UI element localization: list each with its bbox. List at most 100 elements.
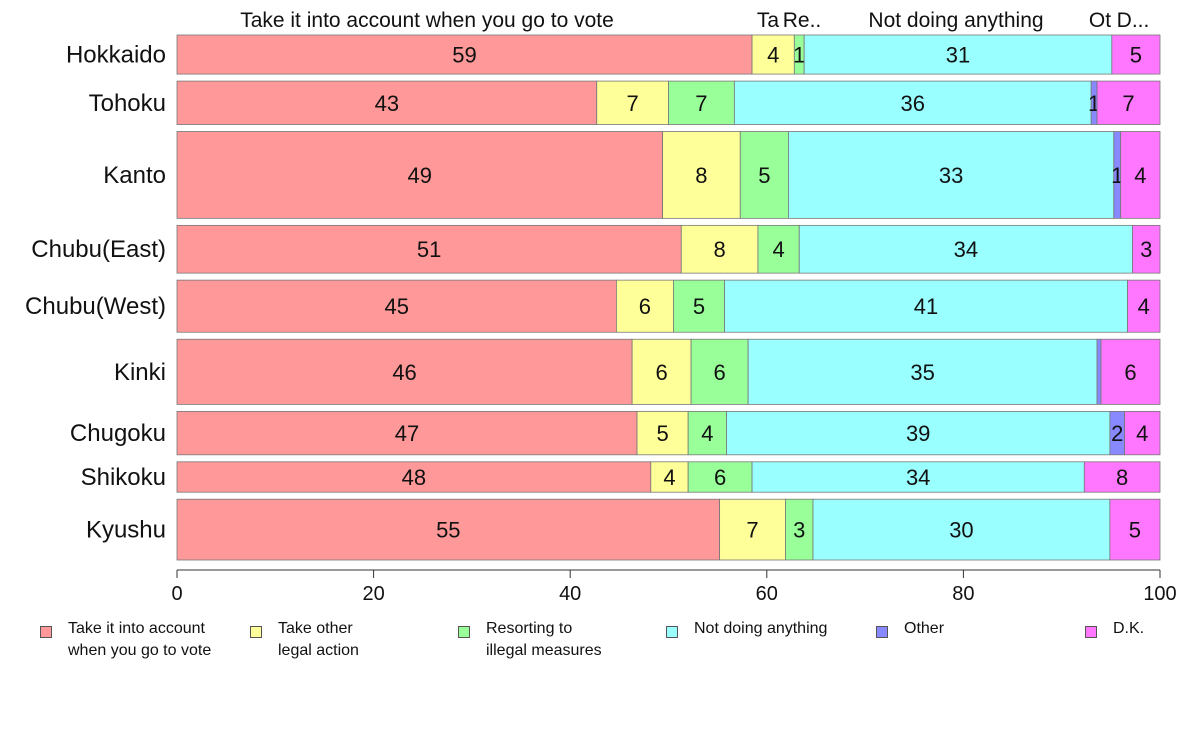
bar-kinki-other — [1096, 338, 1102, 405]
x-tick-label-60: 60 — [756, 583, 778, 605]
data-label-kanto-take-other-legal-action: 8 — [695, 163, 707, 188]
data-label-shikoku-not-doing-anything: 34 — [906, 465, 930, 490]
bar-shikoku-take-other-legal-action — [650, 461, 689, 493]
bar-tohoku-resorting-to-illegal-measures — [668, 80, 735, 125]
series-top-label-other: Ot — [1089, 9, 1111, 32]
data-label-kinki-take-it-into-account-when-you-go-to-vote: 46 — [392, 360, 416, 385]
bar-kyushu-take-it-into-account-when-you-go-to-vote — [176, 498, 721, 561]
data-label-chubu-east-take-it-into-account-when-you-go-to-vote: 51 — [417, 237, 441, 262]
legend-item-d-k: D.K. — [1085, 618, 1144, 640]
data-label-kyushu-not-doing-anything: 30 — [949, 518, 973, 543]
data-label-chubu-west-take-it-into-account-when-you-go-to-vote: 45 — [384, 294, 408, 319]
data-label-chubu-west-take-other-legal-action: 6 — [639, 294, 651, 319]
data-label-chubu-east-take-other-legal-action: 8 — [713, 237, 725, 262]
legend-item-resorting-to-illegal-measures: Resorting to illegal measures — [458, 618, 602, 662]
category-label-tohoku: Tohoku — [89, 90, 166, 117]
bar-kyushu-take-other-legal-action — [719, 498, 786, 561]
x-tick-label-40: 40 — [559, 583, 581, 605]
bar-chubu-east-take-other-legal-action — [680, 224, 759, 274]
data-label-kanto-not-doing-anything: 33 — [939, 163, 963, 188]
bar-chubu-west-take-it-into-account-when-you-go-to-vote — [176, 279, 617, 333]
data-label-tohoku-resorting-to-illegal-measures: 7 — [695, 91, 707, 116]
category-label-kanto: Kanto — [103, 162, 166, 189]
data-label-kyushu-d-k: 5 — [1129, 518, 1141, 543]
bar-kinki-not-doing-anything — [747, 338, 1098, 405]
bar-shikoku-d-k — [1083, 461, 1161, 493]
data-label-kinki-d-k: 6 — [1124, 360, 1136, 385]
data-label-hokkaido-take-it-into-account-when-you-go-to-vote: 59 — [452, 43, 476, 68]
bar-tohoku-take-it-into-account-when-you-go-to-vote — [176, 80, 598, 125]
bar-chubu-east-resorting-to-illegal-measures — [757, 224, 800, 274]
data-label-kinki-resorting-to-illegal-measures: 6 — [713, 360, 725, 385]
data-label-shikoku-resorting-to-illegal-measures: 6 — [714, 465, 726, 490]
data-label-kanto-d-k: 4 — [1134, 163, 1146, 188]
chart-legend: Take it into account when you go to vote… — [0, 618, 1188, 678]
category-label-kyushu: Kyushu — [86, 517, 166, 544]
bar-hokkaido-not-doing-anything — [803, 34, 1113, 75]
bar-kanto-take-it-into-account-when-you-go-to-vote — [176, 131, 664, 219]
data-label-hokkaido-d-k: 5 — [1130, 43, 1142, 68]
data-label-kanto-resorting-to-illegal-measures: 5 — [758, 163, 770, 188]
legend-item-other: Other — [876, 618, 944, 640]
bar-tohoku-not-doing-anything — [733, 80, 1092, 125]
bar-chubu-west-take-other-legal-action — [616, 279, 674, 333]
data-label-tohoku-take-other-legal-action: 7 — [626, 91, 638, 116]
data-label-tohoku-take-it-into-account-when-you-go-to-vote: 43 — [375, 91, 399, 116]
legend-item-not-doing-anything: Not doing anything — [666, 618, 827, 640]
series-top-label-resorting-to-illegal-measures: Re.. — [783, 9, 822, 32]
data-label-chubu-west-d-k: 4 — [1138, 294, 1150, 319]
data-label-chugoku-take-it-into-account-when-you-go-to-vote: 47 — [395, 421, 419, 446]
data-label-kyushu-take-other-legal-action: 7 — [746, 518, 758, 543]
legend-swatch-d-k — [1085, 626, 1097, 638]
legend-item-take-other-legal-action: Take other legal action — [250, 618, 359, 662]
data-label-chugoku-not-doing-anything: 39 — [906, 421, 930, 446]
bar-chubu-west-not-doing-anything — [724, 279, 1128, 333]
x-tick-label-100: 100 — [1143, 583, 1176, 605]
data-label-chugoku-d-k: 4 — [1136, 421, 1148, 446]
legend-label-d-k: D.K. — [1113, 620, 1145, 637]
bar-kinki-take-it-into-account-when-you-go-to-vote — [176, 338, 633, 405]
bar-kanto-take-other-legal-action — [662, 131, 741, 219]
bar-tohoku-d-k — [1096, 80, 1161, 125]
category-label-chubu-west: Chubu(West) — [25, 293, 166, 320]
data-label-chubu-east-not-doing-anything: 34 — [954, 237, 978, 262]
bar-chugoku-take-other-legal-action — [636, 410, 689, 456]
x-tick-label-80: 80 — [952, 583, 974, 605]
data-label-hokkaido-not-doing-anything: 31 — [946, 43, 970, 68]
data-label-chubu-west-not-doing-anything: 41 — [914, 294, 938, 319]
data-label-tohoku-d-k: 7 — [1122, 91, 1134, 116]
bar-shikoku-not-doing-anything — [751, 461, 1085, 493]
category-label-shikoku: Shikoku — [81, 464, 166, 491]
bar-chugoku-resorting-to-illegal-measures — [687, 410, 727, 456]
legend-swatch-not-doing-anything — [666, 626, 678, 638]
legend-item-take-it-into-account-when-you-go-to-vote: Take it into account when you go to vote — [40, 618, 211, 662]
data-label-chubu-east-resorting-to-illegal-measures: 4 — [772, 237, 784, 262]
bar-kinki-take-other-legal-action — [631, 338, 692, 405]
data-label-hokkaido-resorting-to-illegal-measures: 1 — [793, 43, 805, 68]
bar-kyushu-d-k — [1109, 498, 1161, 561]
data-label-kinki-take-other-legal-action: 6 — [655, 360, 667, 385]
category-label-hokkaido: Hokkaido — [66, 42, 166, 69]
bar-hokkaido-d-k — [1111, 34, 1161, 75]
data-label-kyushu-take-it-into-account-when-you-go-to-vote: 55 — [436, 518, 460, 543]
bar-shikoku-take-it-into-account-when-you-go-to-vote — [176, 461, 652, 493]
series-top-label-not-doing-anything: Not doing anything — [868, 9, 1043, 32]
legend-label-resorting-to-illegal-measures: Resorting to illegal measures — [486, 620, 602, 659]
legend-swatch-other — [876, 626, 888, 638]
category-label-chubu-east: Chubu(East) — [31, 236, 166, 263]
bar-kinki-resorting-to-illegal-measures — [690, 338, 749, 405]
bar-kinki-d-k — [1100, 338, 1161, 405]
category-label-chugoku: Chugoku — [70, 420, 166, 447]
data-label-chubu-east-d-k: 3 — [1140, 237, 1152, 262]
data-label-tohoku-not-doing-anything: 36 — [901, 91, 925, 116]
x-tick-label-0: 0 — [171, 583, 182, 605]
bar-kanto-d-k — [1120, 131, 1161, 219]
data-label-kanto-take-it-into-account-when-you-go-to-vote: 49 — [408, 163, 432, 188]
legend-swatch-take-other-legal-action — [250, 626, 262, 638]
bar-chubu-west-resorting-to-illegal-measures — [673, 279, 725, 333]
bar-chugoku-d-k — [1124, 410, 1161, 456]
legend-label-other: Other — [904, 620, 945, 637]
bar-chugoku-take-it-into-account-when-you-go-to-vote — [176, 410, 638, 456]
bar-chubu-east-d-k — [1132, 224, 1161, 274]
